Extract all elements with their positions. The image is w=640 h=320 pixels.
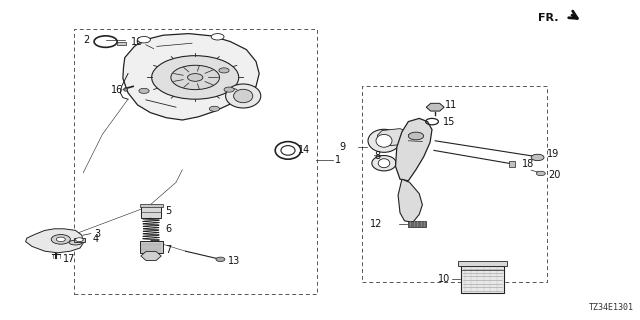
Text: 11: 11 [445, 100, 457, 110]
Text: 4: 4 [93, 234, 99, 244]
Text: 19: 19 [547, 149, 559, 159]
Circle shape [224, 87, 234, 92]
Text: 1: 1 [335, 155, 341, 165]
Text: 17: 17 [63, 254, 75, 264]
Polygon shape [141, 252, 161, 260]
Circle shape [51, 235, 70, 244]
Circle shape [209, 106, 220, 111]
Bar [74, 238, 85, 242]
Text: 9: 9 [339, 142, 346, 152]
Text: 7: 7 [165, 245, 172, 255]
Polygon shape [378, 129, 408, 146]
Ellipse shape [234, 89, 253, 103]
Circle shape [56, 237, 65, 242]
Ellipse shape [226, 84, 261, 108]
Circle shape [531, 154, 544, 161]
Text: 5: 5 [165, 205, 172, 216]
Text: 8: 8 [374, 151, 380, 161]
Circle shape [152, 56, 239, 99]
Text: 14: 14 [298, 145, 310, 156]
Circle shape [211, 34, 224, 40]
Circle shape [76, 238, 83, 242]
Ellipse shape [376, 134, 392, 147]
Text: 15: 15 [443, 116, 455, 127]
Bar [458, 261, 507, 266]
Ellipse shape [378, 159, 390, 168]
Polygon shape [426, 103, 444, 111]
Polygon shape [396, 118, 432, 181]
Ellipse shape [368, 129, 400, 152]
Circle shape [536, 171, 545, 176]
Circle shape [219, 68, 229, 73]
Circle shape [408, 132, 424, 140]
Text: 13: 13 [228, 256, 241, 266]
Circle shape [171, 65, 220, 90]
Text: 2: 2 [83, 35, 90, 45]
Polygon shape [123, 34, 259, 120]
Polygon shape [26, 229, 83, 253]
Text: FR.: FR. [538, 12, 558, 23]
Bar [141, 205, 161, 218]
Bar [461, 266, 504, 293]
Text: 20: 20 [548, 170, 560, 180]
Text: 16: 16 [111, 85, 123, 95]
Circle shape [138, 36, 150, 43]
Bar [140, 241, 163, 253]
Bar [408, 221, 426, 227]
Polygon shape [398, 179, 422, 222]
Ellipse shape [69, 240, 82, 245]
Text: 12: 12 [371, 219, 383, 229]
Text: 16: 16 [131, 36, 143, 47]
Bar [140, 204, 163, 207]
Circle shape [139, 88, 149, 93]
Text: 10: 10 [438, 274, 450, 284]
Ellipse shape [372, 156, 396, 171]
Text: 6: 6 [165, 224, 172, 235]
Circle shape [188, 74, 203, 81]
Text: TZ34E1301: TZ34E1301 [589, 303, 634, 312]
Bar [117, 42, 126, 45]
Text: 3: 3 [95, 228, 101, 239]
Text: 18: 18 [522, 159, 534, 169]
Circle shape [216, 257, 225, 261]
